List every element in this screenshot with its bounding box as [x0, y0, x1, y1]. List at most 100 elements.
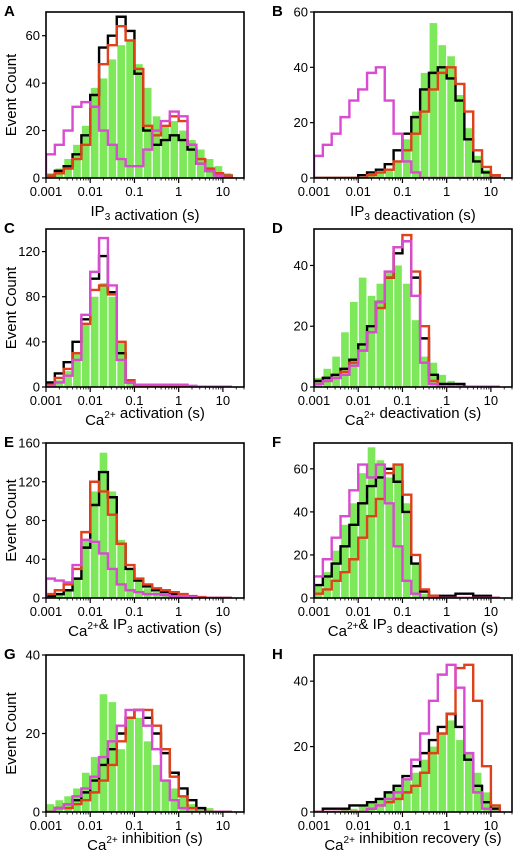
x-axis-title-part: activation (s): [133, 620, 222, 637]
x-axis-title-part: activation (s): [116, 405, 205, 422]
plot-frame: [45, 11, 245, 179]
x-tick-label: 0.01: [78, 393, 103, 408]
panel-letter: H: [272, 646, 283, 663]
y-axis-title: Event Count: [3, 691, 20, 774]
histogram-bar-green: [456, 95, 464, 178]
x-tick-label: 0.1: [125, 393, 143, 408]
histogram-bar-green: [143, 741, 152, 812]
histogram-bar-green: [108, 702, 117, 812]
x-axis-title-part: Ca: [85, 412, 105, 429]
histogram-bar-green: [438, 374, 447, 387]
x-tick-label: 0.001: [298, 818, 331, 833]
y-tick-label: 120: [18, 474, 40, 489]
y-tick-label: 20: [294, 319, 308, 334]
y-tick-label: 0: [33, 380, 40, 395]
plot-area: [46, 15, 233, 178]
histogram-bar-green: [99, 78, 108, 178]
x-axis-title-part: 2+: [106, 835, 118, 846]
histogram-bar-green: [55, 800, 64, 812]
x-axis-title-part: & IP: [358, 616, 386, 633]
x-axis-title-part: deactivation (s): [375, 405, 481, 422]
x-tick-label: 0.1: [393, 184, 411, 199]
x-axis-title-part: deactivation (s): [392, 620, 498, 637]
x-tick-label: 0.01: [78, 184, 103, 199]
histogram-bar-green: [323, 572, 332, 598]
plot-area: [46, 694, 232, 812]
x-axis-title-part: inhibition (s): [118, 830, 203, 847]
histogram-bar-green: [349, 301, 358, 387]
y-tick-label: 20: [294, 547, 308, 562]
step-line-magenta: [314, 239, 500, 387]
y-tick-label: 20: [26, 123, 40, 138]
x-tick-label: 0.1: [125, 604, 143, 619]
histogram-bar-green: [447, 56, 455, 178]
y-tick-label: 0: [301, 591, 308, 606]
plot-frame: [313, 654, 513, 813]
x-axis-title: Ca2+ activation (s): [85, 405, 205, 429]
step-line-magenta: [46, 236, 232, 387]
histogram-bar-green: [188, 140, 196, 178]
x-axis-title-part: 2+: [344, 835, 356, 846]
histogram-bar-green: [420, 72, 429, 178]
histogram-bar-green: [108, 59, 117, 178]
histogram-bar-green: [403, 139, 411, 178]
histogram-bar-green: [376, 460, 385, 598]
y-tick-label: 40: [294, 258, 308, 273]
histogram-bar-green: [64, 590, 72, 598]
x-axis-title-part: IP: [91, 203, 105, 220]
histogram-bar-green: [367, 175, 376, 178]
x-tick-label: 10: [216, 393, 230, 408]
step-line-magenta: [46, 538, 232, 598]
x-tick-label: 0.001: [298, 184, 331, 199]
histogram-bar-green: [152, 116, 161, 178]
histogram-bar-green: [135, 580, 143, 598]
histogram-bar-green: [64, 371, 72, 387]
histogram-bar-green: [367, 447, 376, 598]
x-tick-label: 0.01: [346, 604, 371, 619]
histogram-bar-green: [90, 296, 99, 387]
step-line-magenta: [46, 708, 232, 812]
plot-frame: [313, 228, 513, 388]
histogram-bar-green: [81, 125, 90, 178]
histogram-bar-green: [135, 64, 143, 178]
y-tick-label: 20: [294, 115, 308, 130]
x-axis-title-part: 2+: [87, 621, 99, 632]
histogram-bar-green: [367, 295, 376, 387]
x-tick-label: 0.001: [30, 818, 63, 833]
x-axis-title-part: 2+: [347, 621, 359, 632]
y-axis-title: Event Count: [3, 266, 20, 349]
histogram-bar-green: [73, 578, 81, 598]
histogram-bar-green: [411, 563, 420, 598]
x-tick-label: 10: [484, 818, 498, 833]
x-axis-title-part: Ca: [345, 412, 365, 429]
x-axis-title-part: & IP: [99, 616, 127, 633]
histogram-bar-green: [143, 87, 152, 178]
x-tick-label: 0.01: [346, 818, 371, 833]
x-axis-title-part: 3: [364, 212, 370, 223]
histogram-bar-green: [358, 277, 367, 387]
histogram-bar-green: [341, 332, 349, 387]
plot-frame: [313, 11, 513, 179]
histogram-bar-green: [161, 780, 170, 812]
y-tick-label: 40: [294, 504, 308, 519]
x-tick-label: 0.1: [125, 818, 143, 833]
histogram-bar-green: [73, 353, 81, 387]
histogram-bar-green: [46, 804, 55, 812]
y-tick-label: 0: [301, 805, 308, 820]
x-tick-label: 0.001: [30, 393, 63, 408]
plot-area: [314, 23, 501, 178]
x-tick-label: 10: [484, 184, 498, 199]
x-tick-label: 10: [216, 818, 230, 833]
histogram-bar-green: [349, 503, 358, 598]
plot-area: [46, 452, 232, 598]
x-tick-label: 0.1: [125, 184, 143, 199]
y-tick-label: 60: [26, 28, 40, 43]
histogram-bar-green: [135, 717, 143, 812]
y-tick-label: 40: [294, 60, 308, 75]
histogram-bar-green: [90, 491, 99, 598]
x-tick-label: 0.01: [346, 393, 371, 408]
y-tick-label: 0: [33, 805, 40, 820]
histogram-bar-green: [161, 125, 170, 178]
histogram-bar-green: [99, 694, 108, 812]
